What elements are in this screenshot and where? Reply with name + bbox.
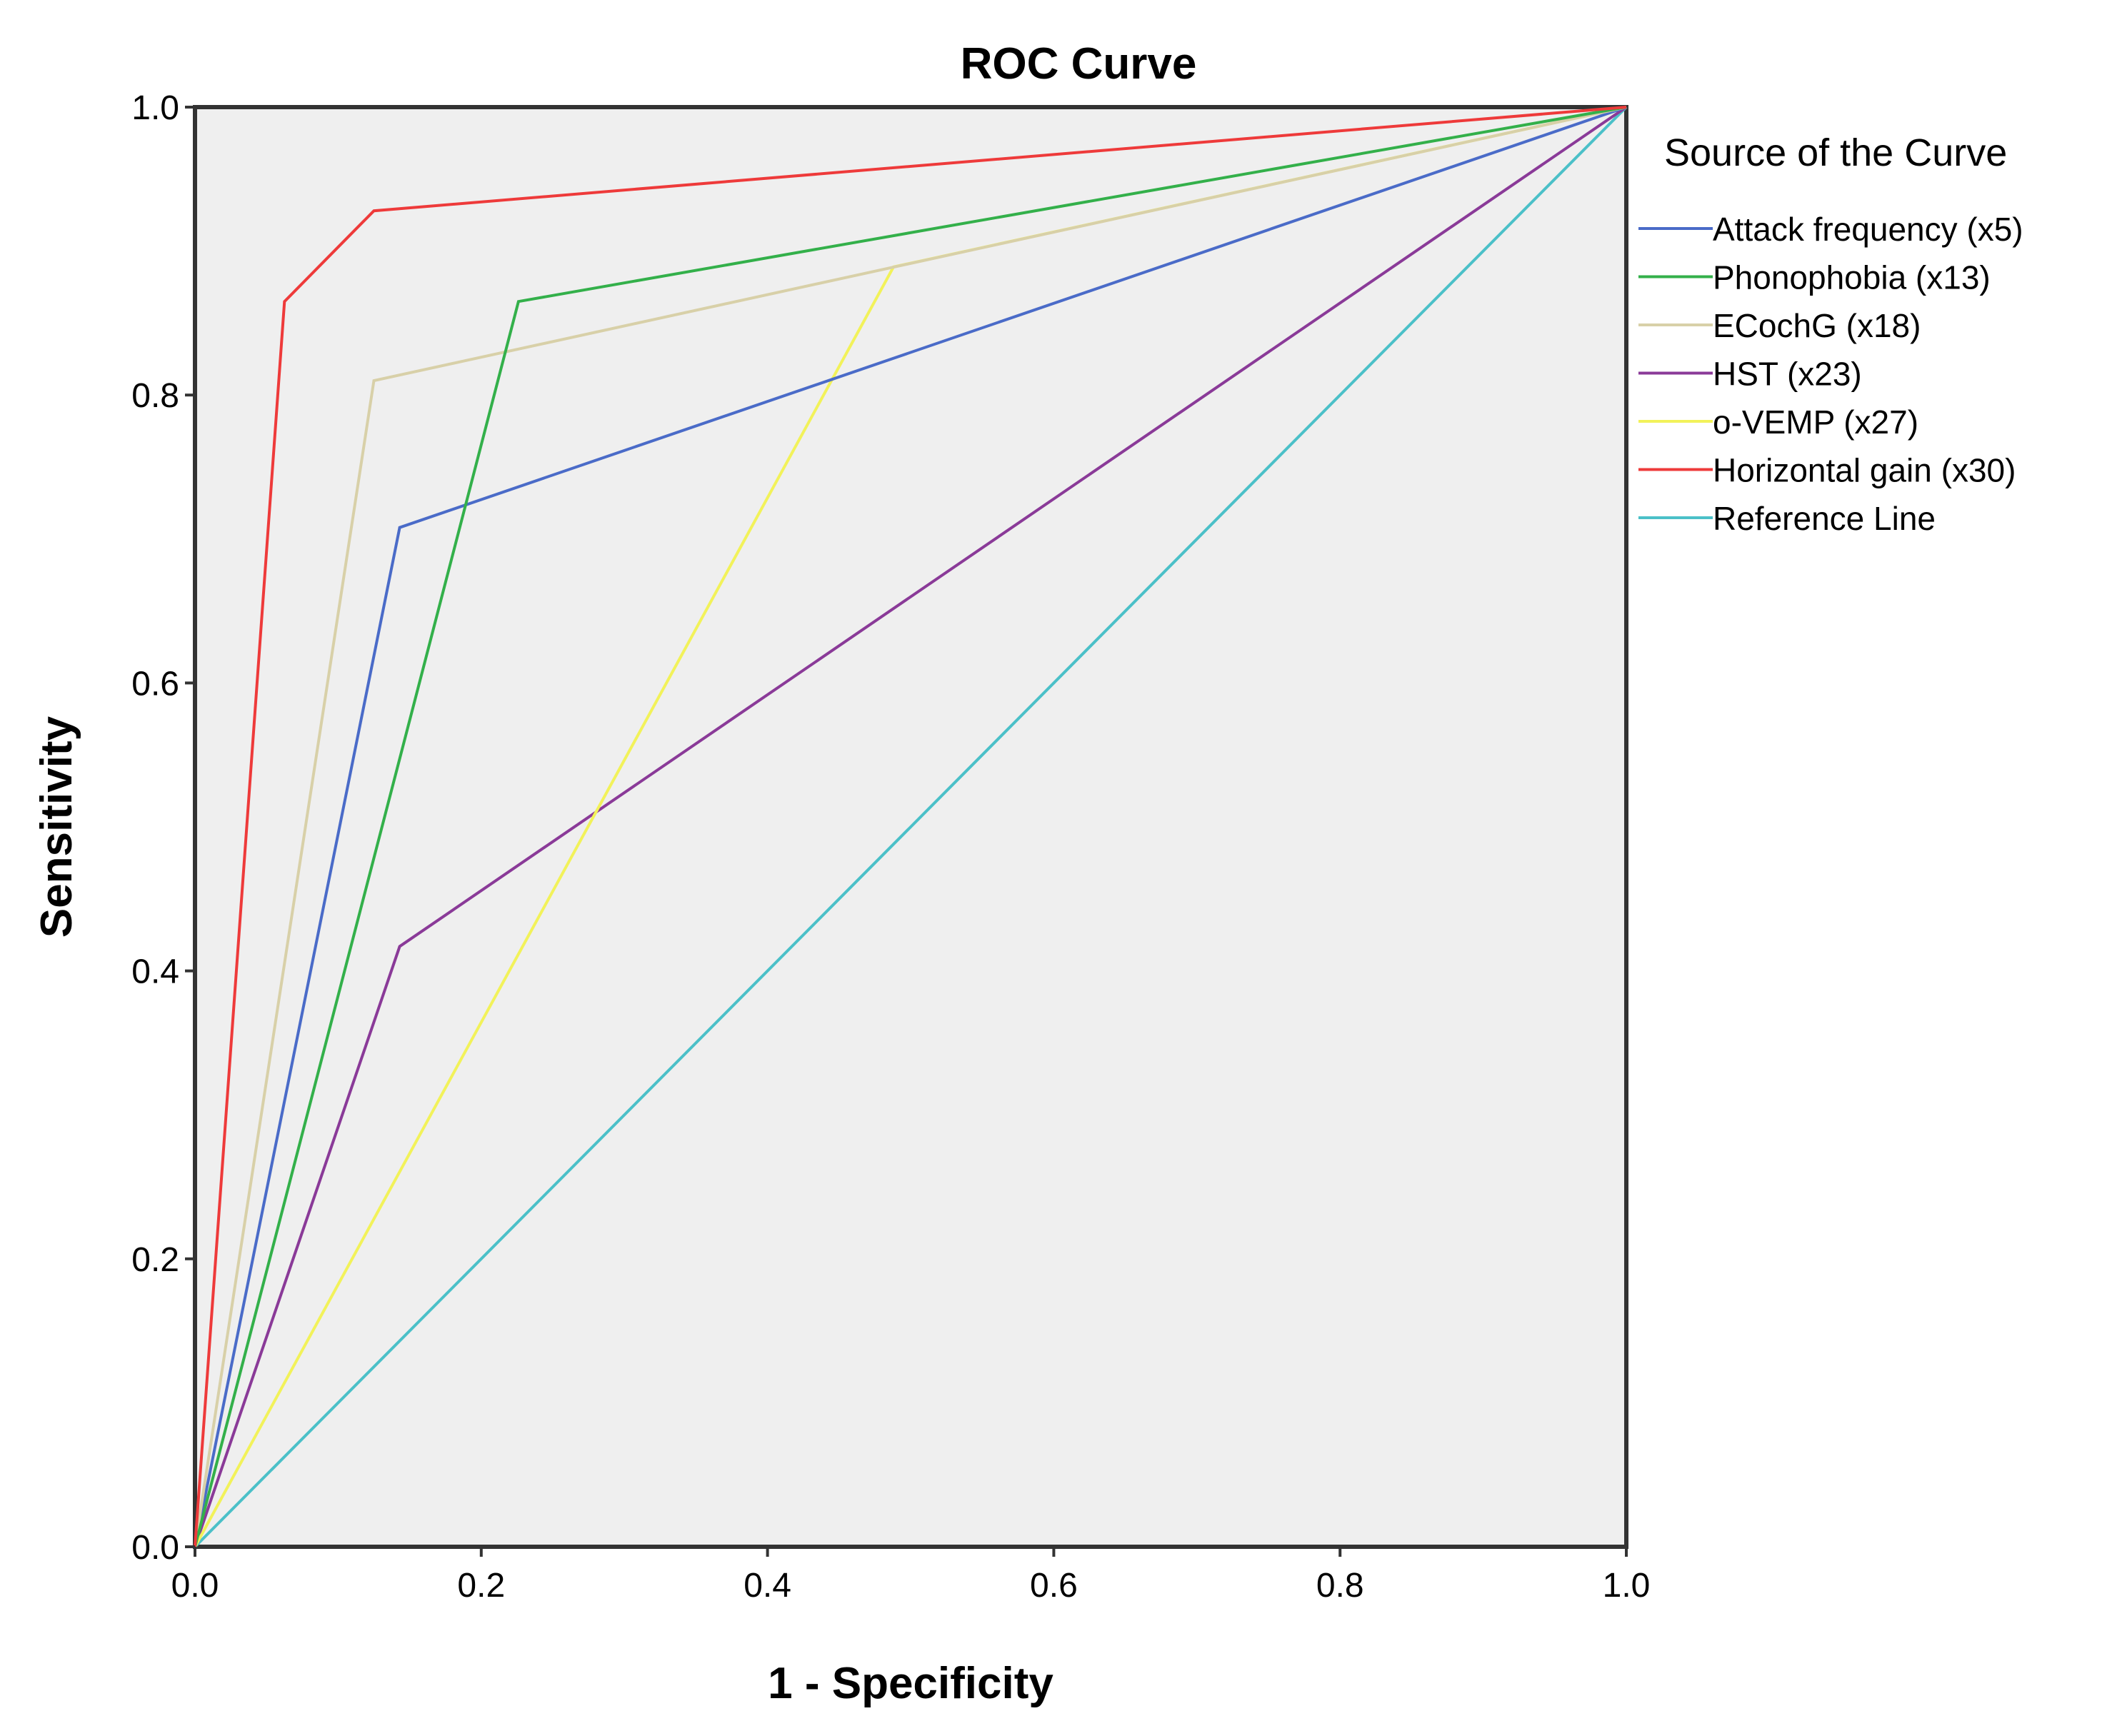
y-axis-label: Sensitivity bbox=[32, 716, 81, 938]
x-tick-label: 0.4 bbox=[744, 1567, 791, 1605]
x-tick-label: 1.0 bbox=[1603, 1567, 1651, 1605]
series-line-ecochg-x18 bbox=[194, 106, 1627, 1547]
legend: Source of the Curve Attack frequency (x5… bbox=[1638, 131, 2023, 537]
x-axis-ticks: 0.0 0.2 0.4 0.6 0.8 1.0 bbox=[171, 1547, 1651, 1605]
series-line-reference-line bbox=[194, 106, 1628, 1548]
y-tick-label: 0.4 bbox=[131, 953, 179, 991]
legend-label: Reference Line bbox=[1713, 500, 1936, 537]
y-axis-ticks: 0.0 0.2 0.4 0.6 0.8 1.0 bbox=[131, 89, 195, 1567]
x-tick-label: 0.2 bbox=[457, 1567, 505, 1605]
series-line-attack-frequency-x5 bbox=[194, 106, 1627, 1547]
legend-label: ECochG (x18) bbox=[1713, 307, 1921, 344]
x-tick-label: 0.6 bbox=[1030, 1567, 1078, 1605]
series-line-horizontal-gain-x30 bbox=[194, 106, 1627, 1547]
y-tick-label: 0.2 bbox=[131, 1241, 179, 1279]
legend-item: Phonophobia (x13) bbox=[1638, 259, 1991, 296]
legend-label: Attack frequency (x5) bbox=[1713, 211, 2023, 248]
x-tick-label: 0.8 bbox=[1316, 1567, 1364, 1605]
legend-item: HST (x23) bbox=[1638, 356, 1862, 393]
legend-items: Attack frequency (x5) Phonophobia (x13) EC… bbox=[1638, 211, 2023, 537]
series-layer bbox=[194, 106, 1628, 1548]
legend-item: o-VEMP (x27) bbox=[1638, 403, 1918, 441]
legend-item: Horizontal gain (x30) bbox=[1638, 452, 2016, 489]
series-line-hst-x23 bbox=[194, 106, 1628, 1547]
y-tick-label: 0.0 bbox=[131, 1529, 179, 1567]
legend-label: Horizontal gain (x30) bbox=[1713, 452, 2016, 489]
legend-item: Reference Line bbox=[1638, 500, 1936, 537]
x-tick-label: 0.0 bbox=[171, 1567, 219, 1605]
legend-title: Source of the Curve bbox=[1664, 131, 2007, 174]
legend-label: HST (x23) bbox=[1713, 356, 1862, 393]
series-line-phonophobia-x13 bbox=[194, 106, 1627, 1547]
y-tick-label: 0.8 bbox=[131, 377, 179, 415]
x-axis-label: 1 - Specificity bbox=[768, 1659, 1054, 1708]
y-tick-label: 0.6 bbox=[131, 665, 179, 703]
legend-label: o-VEMP (x27) bbox=[1713, 403, 1918, 441]
y-tick-label: 1.0 bbox=[131, 89, 179, 127]
legend-item: ECochG (x18) bbox=[1638, 307, 1921, 344]
chart-title: ROC Curve bbox=[961, 39, 1197, 89]
legend-item: Attack frequency (x5) bbox=[1638, 211, 2023, 248]
legend-label: Phonophobia (x13) bbox=[1713, 259, 1991, 296]
